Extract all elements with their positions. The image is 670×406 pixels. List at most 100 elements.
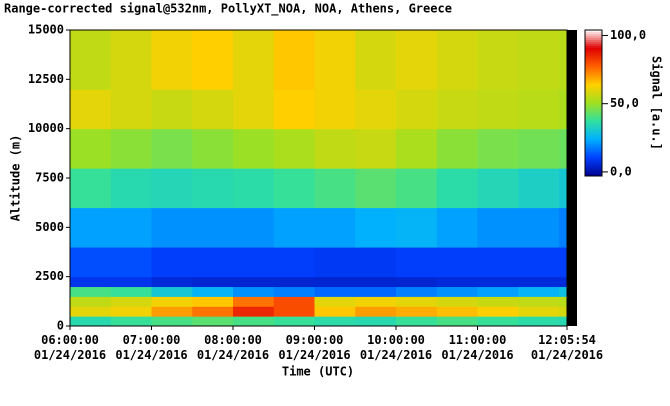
colorbar-segment — [585, 56, 602, 59]
heatmap-cell — [192, 30, 234, 90]
heatmap-cell — [110, 128, 152, 169]
chart-title: Range-corrected signal@532nm, PollyXT_NO… — [4, 2, 452, 17]
heatmap-cell — [70, 306, 112, 317]
heatmap-cell — [273, 30, 315, 90]
heatmap-cell — [355, 276, 397, 288]
heatmap-cell — [355, 30, 397, 90]
heatmap-cell — [518, 286, 560, 297]
heatmap-cell — [395, 128, 438, 169]
x-tick-label: 10:00:00 01/24/2016 — [360, 333, 432, 362]
heatmap-cell — [477, 306, 519, 317]
colorbar-segment — [585, 162, 602, 165]
heatmap-cell — [232, 168, 275, 209]
heatmap-cell — [395, 306, 438, 317]
colorbar-segment — [585, 96, 602, 99]
heatmap-cell — [192, 306, 234, 317]
colorbar-segment — [585, 110, 602, 113]
colorbar-segment — [585, 140, 602, 143]
colorbar-segment — [585, 44, 602, 47]
heatmap-cell — [477, 30, 519, 90]
heatmap-cell — [70, 316, 112, 327]
heatmap-cell — [518, 89, 560, 130]
y-tick-label: 12500 — [28, 72, 64, 86]
colorbar-segment — [585, 32, 602, 35]
colorbar-segment — [585, 160, 602, 163]
heatmap-cell — [232, 286, 275, 297]
colorbar-segment — [585, 88, 602, 91]
heatmap-cell — [314, 296, 356, 307]
colorbar-segment — [585, 94, 602, 97]
heatmap-cell — [395, 168, 438, 209]
colorbar-segment — [585, 132, 602, 135]
y-axis-label: Altitude (m) — [9, 135, 23, 222]
heatmap-cell — [395, 296, 438, 307]
colorbar-segment — [585, 108, 602, 111]
colorbar-segment — [585, 50, 602, 53]
heatmap-cell — [70, 30, 112, 90]
colorbar-segment — [585, 142, 602, 145]
heatmap-cell — [273, 168, 315, 209]
heatmap-cell — [558, 89, 568, 130]
heatmap-cell — [477, 296, 519, 307]
colorbar-segment — [585, 102, 602, 105]
heatmap-cell — [232, 128, 275, 169]
colorbar-segment — [585, 144, 602, 147]
heatmap-cell — [232, 247, 275, 278]
heatmap-cell — [110, 276, 152, 288]
heatmap-cell — [273, 89, 315, 130]
heatmap-cell — [436, 89, 478, 130]
colorbar-tick-label: 100,0 — [610, 28, 646, 42]
colorbar-segment — [585, 74, 602, 77]
colorbar-segment — [585, 34, 602, 37]
heatmap-cell — [518, 247, 560, 278]
colorbar-segment — [585, 66, 602, 69]
heatmap-cell — [70, 286, 112, 297]
colorbar-segment — [585, 38, 602, 41]
heatmap-cell — [151, 207, 193, 248]
colorbar-segment — [585, 164, 602, 167]
heatmap-cell — [518, 207, 560, 248]
heatmap-cell — [558, 247, 568, 278]
heatmap-cell — [518, 296, 560, 307]
heatmap-cell — [558, 306, 568, 317]
heatmap-cell — [110, 247, 152, 278]
y-tick-label: 10000 — [28, 121, 64, 135]
heatmap-cell — [477, 207, 519, 248]
colorbar-segment — [585, 128, 602, 131]
heatmap-cell — [70, 296, 112, 307]
heatmap-cell — [192, 207, 234, 248]
heatmap-cell — [110, 168, 152, 209]
heatmap-cell — [558, 316, 568, 327]
colorbar-segment — [585, 72, 602, 75]
x-axis-label: Time (UTC) — [282, 365, 354, 379]
colorbar-segment — [585, 114, 602, 117]
no-data-region — [567, 30, 577, 326]
y-tick-label: 7500 — [35, 171, 64, 185]
colorbar-segment — [585, 42, 602, 45]
colorbar-segment — [585, 124, 602, 127]
heatmap-cell — [518, 316, 560, 327]
colorbar-segment — [585, 148, 602, 151]
y-tick-label: 5000 — [35, 220, 64, 234]
colorbar-label: Signal [a.u.] — [650, 56, 664, 150]
colorbar-segment — [585, 126, 602, 129]
heatmap-cell — [477, 276, 519, 288]
heatmap-cell — [314, 306, 356, 317]
heatmap-cell — [518, 30, 560, 90]
heatmap-cell — [518, 276, 560, 288]
colorbar-segment — [585, 52, 602, 55]
colorbar-segment — [585, 118, 602, 121]
y-tick-label: 15000 — [28, 23, 64, 37]
heatmap-cell — [70, 276, 112, 288]
heatmap-cell — [70, 128, 112, 169]
x-tick-label: 09:00:00 01/24/2016 — [278, 333, 350, 362]
heatmap-cell — [232, 296, 275, 307]
colorbar-segment — [585, 158, 602, 161]
x-tick-label: 12:05:54 01/24/2016 — [531, 333, 603, 362]
colorbar-segment — [585, 46, 602, 49]
heatmap-cell — [558, 296, 568, 307]
heatmap-cell — [273, 247, 315, 278]
heatmap-cell — [436, 30, 478, 90]
colorbar-segment — [585, 40, 602, 43]
